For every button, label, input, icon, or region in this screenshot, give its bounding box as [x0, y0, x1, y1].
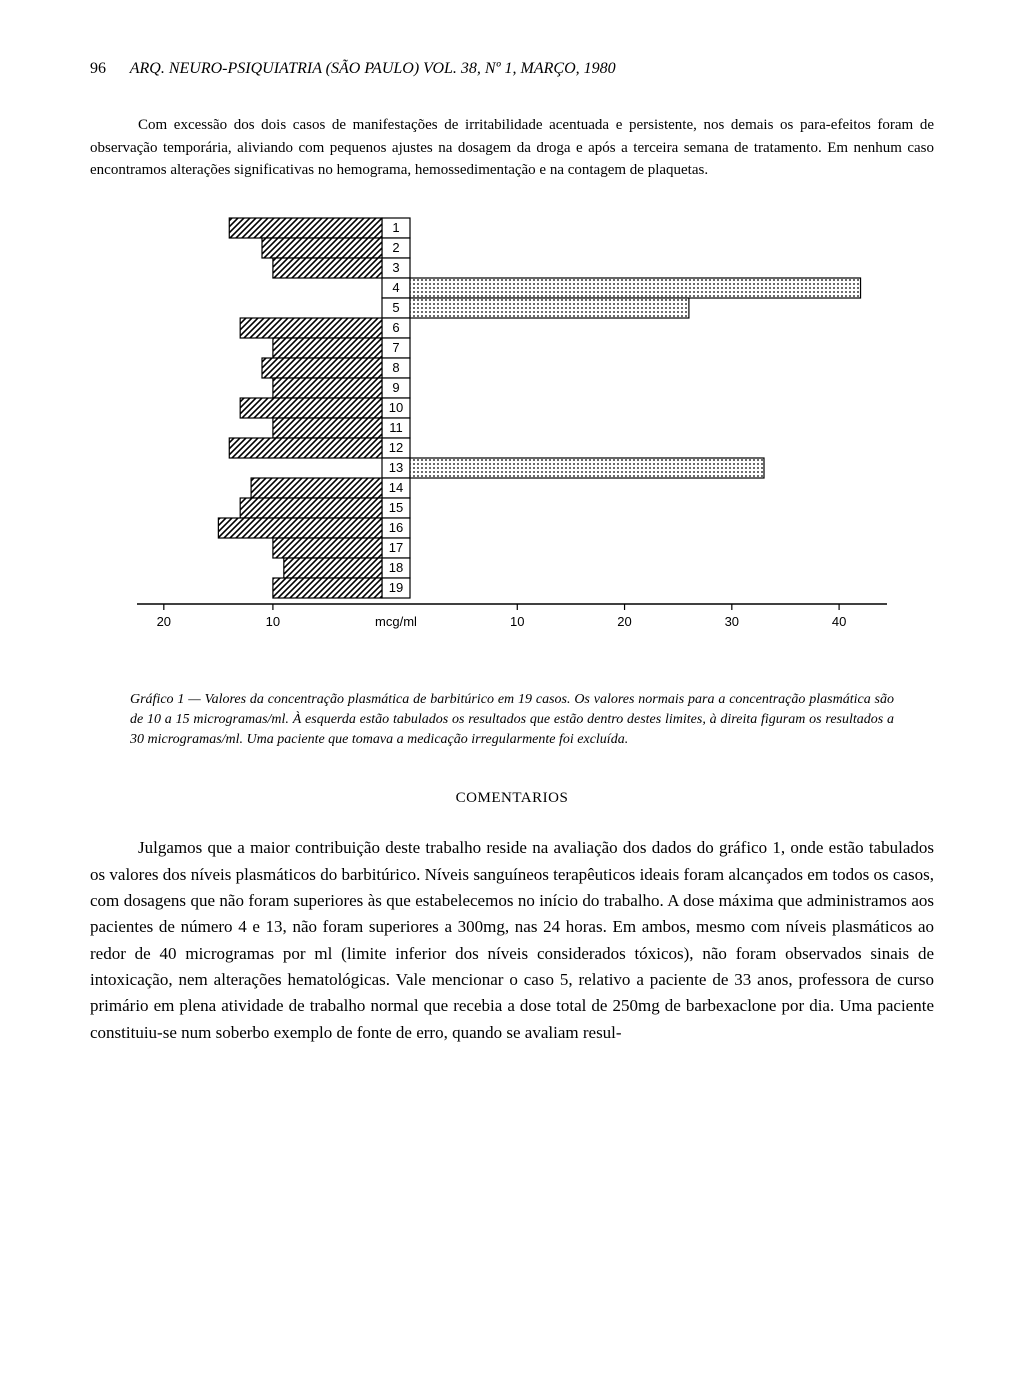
svg-text:5: 5 — [392, 300, 399, 315]
section-heading: COMENTARIOS — [90, 790, 934, 807]
svg-text:40: 40 — [832, 614, 846, 629]
svg-text:6: 6 — [392, 320, 399, 335]
svg-text:16: 16 — [389, 520, 403, 535]
svg-text:10: 10 — [510, 614, 524, 629]
svg-text:13: 13 — [389, 460, 403, 475]
chart-container: 123456789101112131415161718192010mcg/ml1… — [132, 210, 892, 670]
page-number: 96 — [90, 60, 106, 77]
svg-text:19: 19 — [389, 580, 403, 595]
svg-text:7: 7 — [392, 340, 399, 355]
svg-text:9: 9 — [392, 380, 399, 395]
svg-text:mcg/ml: mcg/ml — [375, 614, 417, 629]
journal-title: ARQ. NEURO-PSIQUIATRIA (SÃO PAULO) VOL. … — [130, 60, 616, 77]
bilateral-bar-chart: 123456789101112131415161718192010mcg/ml1… — [132, 210, 892, 670]
svg-text:3: 3 — [392, 260, 399, 275]
paragraph-intro: Com excessão dos dois casos de manifesta… — [90, 114, 934, 182]
svg-text:10: 10 — [266, 614, 280, 629]
figure-caption: Gráfico 1 — Valores da concentração plas… — [130, 690, 894, 751]
caption-body: Valores da concentração plasmática de ba… — [130, 692, 894, 748]
svg-text:14: 14 — [389, 480, 403, 495]
svg-text:2: 2 — [392, 240, 399, 255]
svg-text:12: 12 — [389, 440, 403, 455]
paragraph-comments: Julgamos que a maior contribuição deste … — [90, 835, 934, 1046]
svg-text:10: 10 — [389, 400, 403, 415]
svg-text:8: 8 — [392, 360, 399, 375]
caption-lead: Gráfico 1 — — [130, 692, 205, 707]
svg-text:30: 30 — [725, 614, 739, 629]
svg-text:18: 18 — [389, 560, 403, 575]
svg-text:20: 20 — [157, 614, 171, 629]
svg-text:1: 1 — [392, 220, 399, 235]
running-header: 96 ARQ. NEURO-PSIQUIATRIA (SÃO PAULO) VO… — [90, 60, 934, 78]
svg-text:15: 15 — [389, 500, 403, 515]
svg-text:17: 17 — [389, 540, 403, 555]
svg-text:20: 20 — [617, 614, 631, 629]
svg-text:4: 4 — [392, 280, 399, 295]
svg-text:11: 11 — [389, 420, 403, 435]
